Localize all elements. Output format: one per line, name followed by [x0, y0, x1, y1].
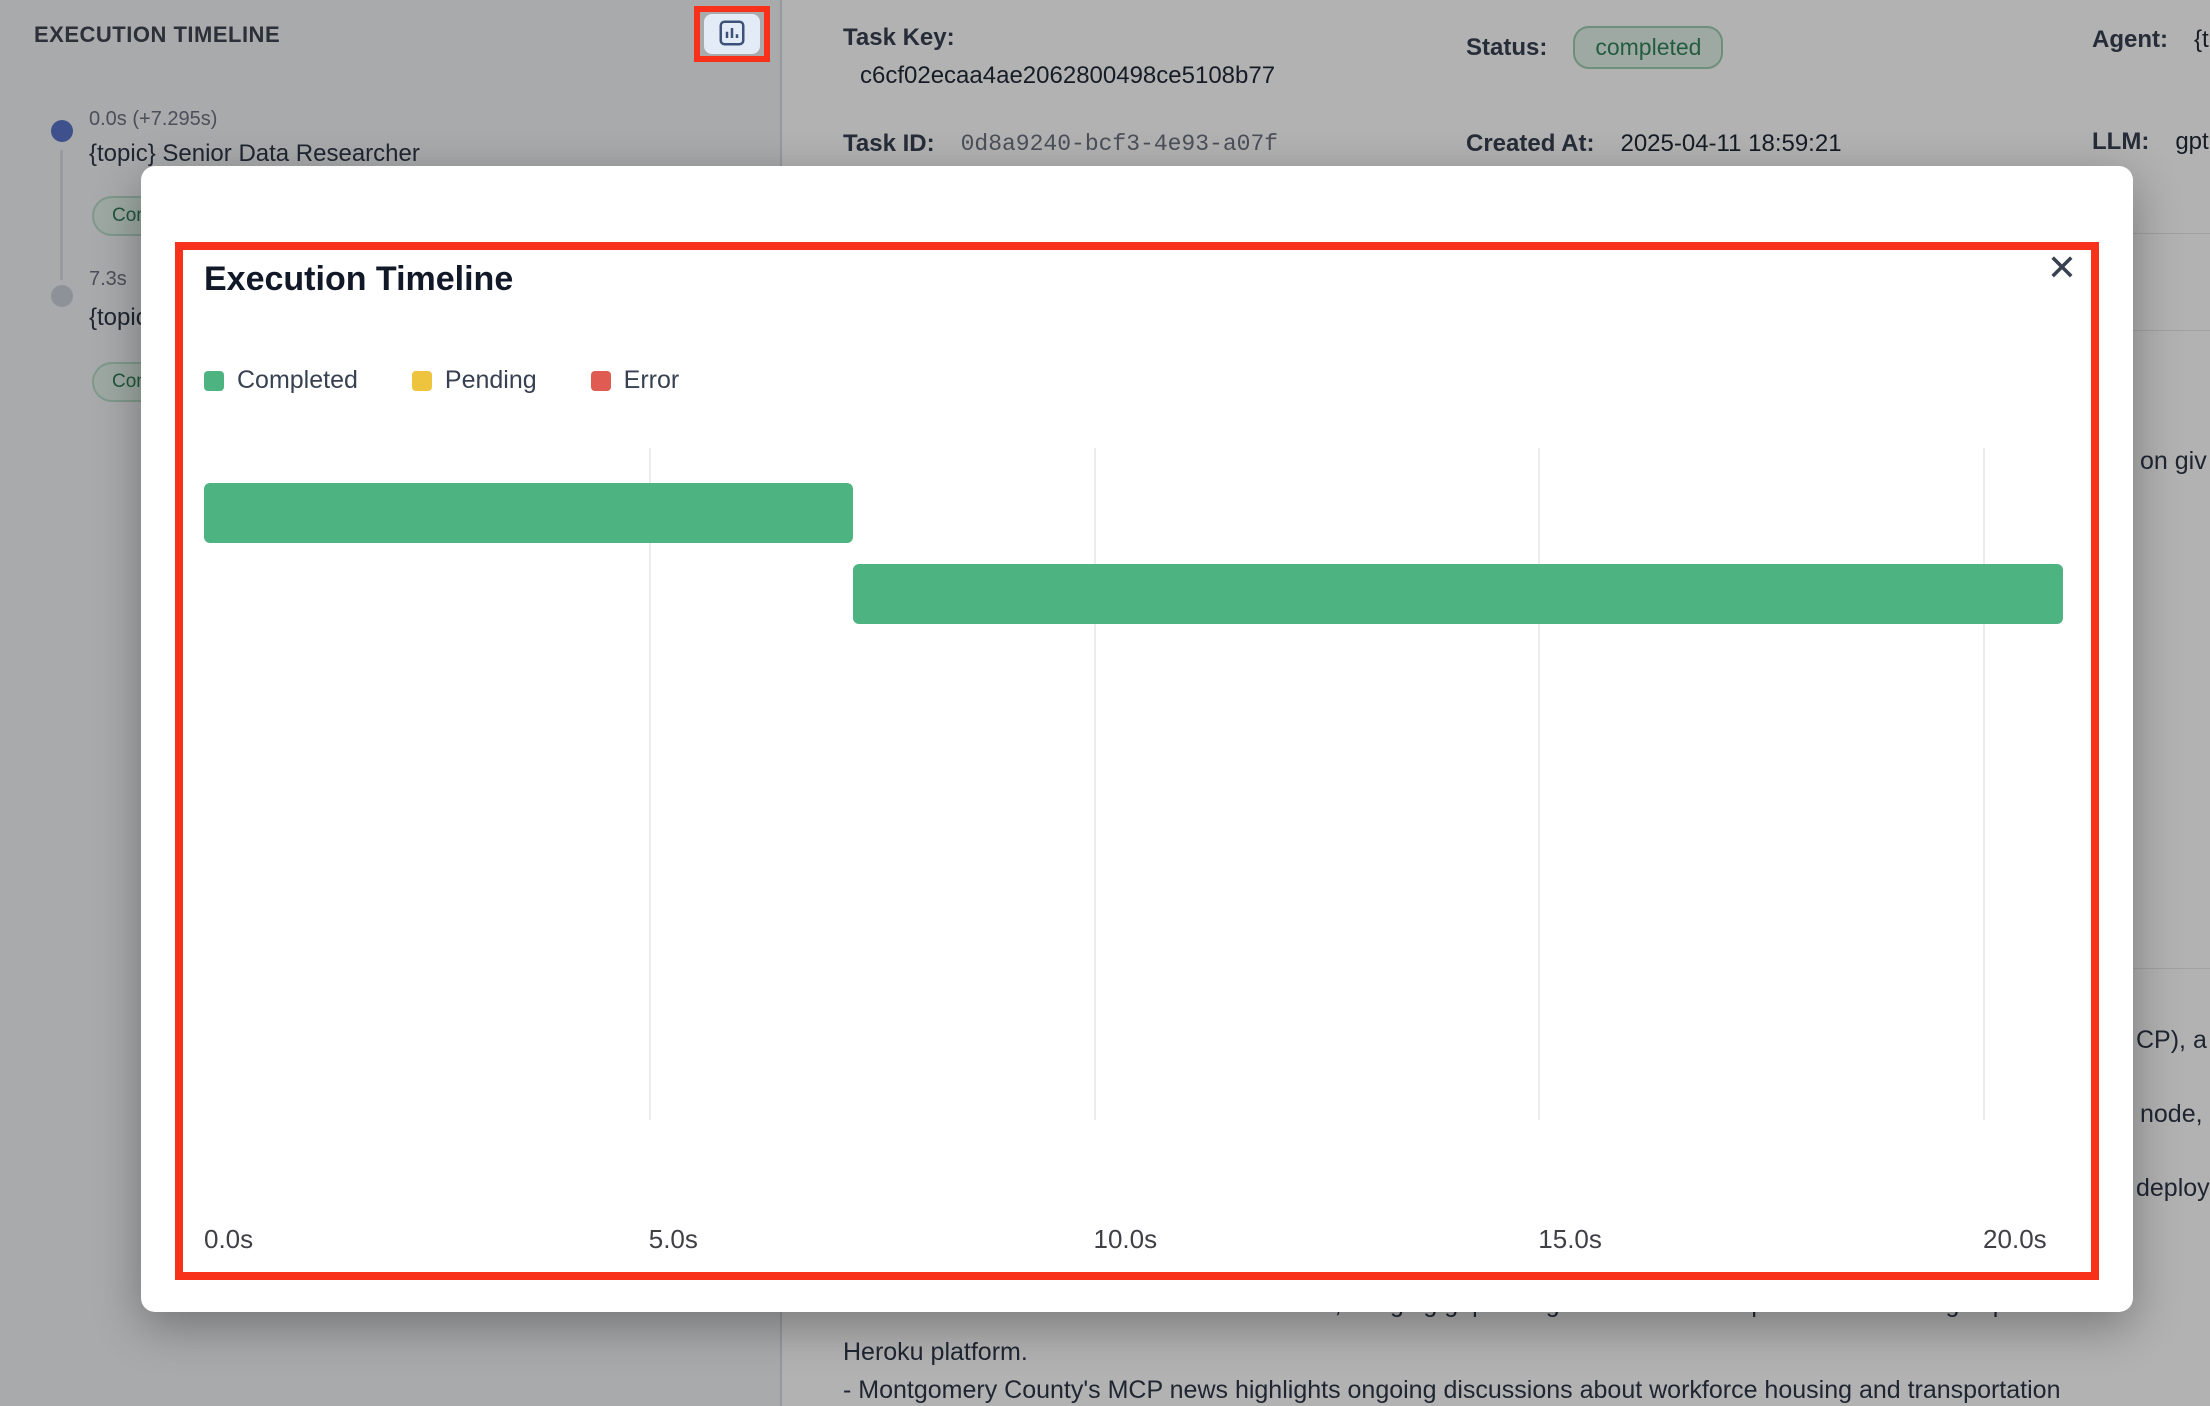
legend-swatch-icon	[590, 370, 611, 391]
text-fragment: CP), a	[2136, 1026, 2207, 1054]
x-tick-label: 10.0s	[1093, 1224, 1158, 1254]
legend: Completed Pending Error	[204, 366, 679, 395]
task-key-label: Task Key:	[843, 24, 955, 51]
text-fragment: node,	[2140, 1100, 2203, 1128]
gantt-bar[interactable]	[853, 564, 2064, 624]
timeline-connector	[60, 150, 63, 280]
close-icon: ✕	[2046, 247, 2077, 288]
x-tick-label: 20.0s	[1983, 1224, 2047, 1254]
modal-title: Execution Timeline	[204, 260, 514, 298]
text-fragment: on giv	[2140, 447, 2207, 475]
gantt-bar[interactable]	[204, 483, 853, 543]
gridline	[1538, 448, 1541, 1120]
output-text-line: Heroku platform.	[843, 1338, 1028, 1366]
legend-swatch-icon	[204, 370, 224, 391]
x-tick-label: 0.0s	[204, 1224, 254, 1254]
entry-name: {topic} Senior Data Researcher	[89, 140, 420, 167]
x-tick-label: 5.0s	[648, 1224, 698, 1254]
entry-time: 0.0s (+7.295s)	[89, 108, 218, 130]
legend-item: Error	[590, 366, 680, 395]
bar-chart-icon	[717, 18, 747, 51]
timeline-dot-inactive	[51, 285, 73, 307]
legend-label: Pending	[444, 366, 537, 394]
sidebar-title: EXECUTION TIMELINE	[34, 22, 281, 47]
close-button[interactable]: ✕	[2047, 250, 2077, 286]
agent-label: Agent:	[2092, 26, 2168, 53]
legend-label: Completed	[237, 366, 358, 394]
x-tick-label: 15.0s	[1538, 1224, 1602, 1254]
gridline	[1983, 448, 1986, 1120]
legend-item: Completed	[204, 366, 358, 395]
timeline-chart-button[interactable]	[704, 14, 760, 54]
task-id-value: 0d8a9240-bcf3-4e93-a07f	[960, 131, 1279, 157]
gridline	[648, 448, 651, 1120]
status-badge-completed: completed	[1573, 26, 1724, 69]
task-id-label: Task ID:	[843, 130, 935, 157]
gantt-axis: 0.0s 5.0s 10.0s 15.0s 20.0s	[204, 1224, 2072, 1258]
legend-label: Error	[623, 366, 680, 394]
status-label: Status:	[1466, 33, 1548, 61]
text-fragment: deploy	[2136, 1174, 2210, 1202]
llm-value: gpt	[2175, 128, 2209, 155]
gridline	[1093, 448, 1096, 1120]
llm-label: LLM:	[2092, 128, 2150, 155]
task-key-value: c6cf02ecaa4ae2062800498ce5108b77	[860, 62, 1276, 89]
legend-item: Pending	[411, 366, 537, 395]
created-at-value: 2025-04-11 18:59:21	[1620, 130, 1842, 157]
agent-value: {t	[2193, 26, 2209, 53]
entry-time: 7.3s	[89, 268, 127, 290]
annotation-highlight-icon	[694, 6, 770, 62]
timeline-dot-active	[51, 120, 73, 142]
created-at-label: Created At:	[1466, 130, 1595, 157]
legend-swatch-icon	[411, 370, 432, 391]
execution-timeline-modal: Execution Timeline ✕ Completed Pending Err…	[141, 166, 2133, 1312]
output-text-line: - Montgomery County's MCP news highlight…	[843, 1376, 2061, 1404]
gantt-plot	[204, 448, 2072, 1120]
